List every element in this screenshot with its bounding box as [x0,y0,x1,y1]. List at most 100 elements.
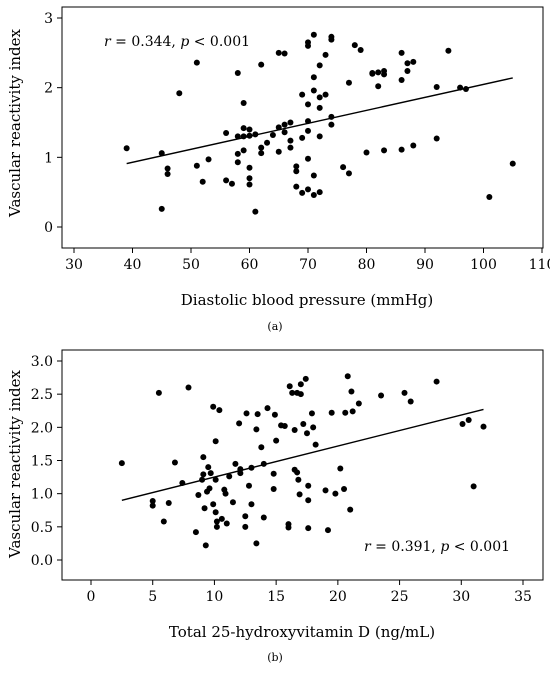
panel-a-data-point [486,194,493,201]
panel-a-data-point [240,147,247,154]
panel-b-data-point [304,430,310,437]
panel-b: 0 5 10 15 20 25 30 35 0.0 0.5 1.0 1.5 2.0 2.5 3.0 r = … [6,349,544,664]
panel-b-data-point [216,407,223,414]
panel-a-ytick-label: 0 [44,220,53,236]
panel-a-ytick-label: 3 [44,11,53,27]
panel-a-data-point [398,77,405,84]
panel-a-data-point [310,172,317,179]
panel-a-data-point [258,150,265,157]
panel-b-data-point [270,486,277,493]
panel-b-data-point [192,529,199,536]
panel-a-data-point [269,132,276,139]
panel-b-data-point [200,454,207,461]
panel-b-ytick-label: 1.0 [31,487,53,503]
panel-a-data-point [234,159,241,166]
panel-b-ylabel: Vascular reactivity index [6,369,24,559]
panel-a-data-point [275,49,282,56]
panel-b-data-point [480,423,487,430]
panel-a-data-point [258,144,265,151]
panel-b-data-point [324,527,331,534]
panel-a-xtick-label: 40 [124,257,142,273]
panel-b-data-point [297,391,304,398]
panel-a-data-point [299,134,306,141]
panel-b-data-point [210,403,217,410]
panel-b-data-point [160,518,167,525]
panel-a-data-point [164,165,171,172]
panel-b-axes: 0 5 10 15 20 25 30 35 0.0 0.5 1.0 1.5 2.0 2.5 3.0 [31,349,544,605]
panel-b-data-point [305,482,312,489]
panel-b-data-point [242,523,249,530]
panel-a-data-point [193,162,200,169]
panel-b-data-point [229,499,236,506]
panel-b-ytick-label: 0.5 [31,520,53,536]
panel-b-data-point [347,506,354,513]
panel-b-trend-line [121,408,484,501]
panel-a-ytick-label: 2 [44,81,53,97]
panel-b-p-symbol: p [440,539,449,555]
panel-a-xtick-label: 80 [358,257,376,273]
panel-b-data-point [271,411,278,418]
panel-b-data-point [210,501,217,508]
panel-a-data-point [509,160,516,167]
panel-a-data-point [293,183,300,190]
panel-b-data-point [407,398,414,405]
panel-a-data-point [363,149,370,156]
panel-a-data-point [305,101,311,108]
panel-b-data-point [296,491,303,498]
panel-b-data-point [305,497,312,504]
panel-b-data-point [289,389,296,396]
panel-b-data-point [155,389,162,396]
panel-a-data-point [287,137,294,144]
panel-b-data-point [433,378,440,385]
panel-a-data-point [310,191,317,198]
panel-a-data-point [299,91,306,98]
panel-b-xtick-label: 15 [267,589,285,605]
panel-a: 30 40 50 60 70 80 90 100 110 0 1 2 3 r = 0.344, p < … [6,6,550,333]
panel-a-data-point [164,171,171,178]
panel-a-data-point [381,147,388,154]
panel-a-ytick-label: 1 [44,150,53,166]
panel-a-data-point [369,70,376,77]
panel-b-data-point [218,515,225,522]
panel-b-data-point [254,411,261,418]
panel-a-data-point [158,150,165,157]
panel-a-data-point [316,104,323,111]
panel-b-ytick-label: 2.0 [31,420,53,436]
panel-b-data-point [401,389,408,396]
panel-a-data-point [123,145,130,152]
panel-b-data-point [270,470,277,477]
panel-b-xtick-label: 0 [87,589,96,605]
panel-b-xtick-label: 30 [452,589,470,605]
panel-b-frame [61,349,544,581]
panel-a-data-point [310,31,317,38]
panel-b-data-point [248,501,255,508]
panel-b-data-point [305,525,312,532]
panel-a-data-point [345,170,352,177]
panel-a-data-point [246,126,253,133]
panel-a-data-point [158,205,165,212]
panel-a-xtick-label: 70 [299,257,317,273]
panel-a-p-symbol: p [180,34,189,50]
panel-a-data-point [246,175,253,182]
panel-b-data-point [206,485,213,492]
panel-a-data-point [287,119,294,126]
panel-a-data-point [193,59,200,66]
panel-a-data-point [375,69,382,76]
panel-b-data-point [212,509,219,516]
panel-b-data-point [202,542,209,549]
panel-b-data-point [294,469,301,476]
panel-a-label: (a) [267,320,282,333]
panel-a-data-point [299,189,306,196]
panel-a-data-point [316,94,323,101]
panel-a-data-point [252,208,259,215]
panel-a-data-point [305,127,311,134]
panel-a-data-point [322,91,329,98]
panel-a-points [123,31,516,215]
panel-a-data-point [398,146,405,153]
panel-a-data-point [205,156,212,163]
panel-b-label: (b) [267,651,283,664]
panel-b-data-point [260,514,267,521]
panel-a-xtick-label: 100 [470,257,497,273]
panel-a-axes: 30 40 50 60 70 80 90 100 110 0 1 2 3 [44,6,550,273]
panel-a-data-point [305,42,311,49]
